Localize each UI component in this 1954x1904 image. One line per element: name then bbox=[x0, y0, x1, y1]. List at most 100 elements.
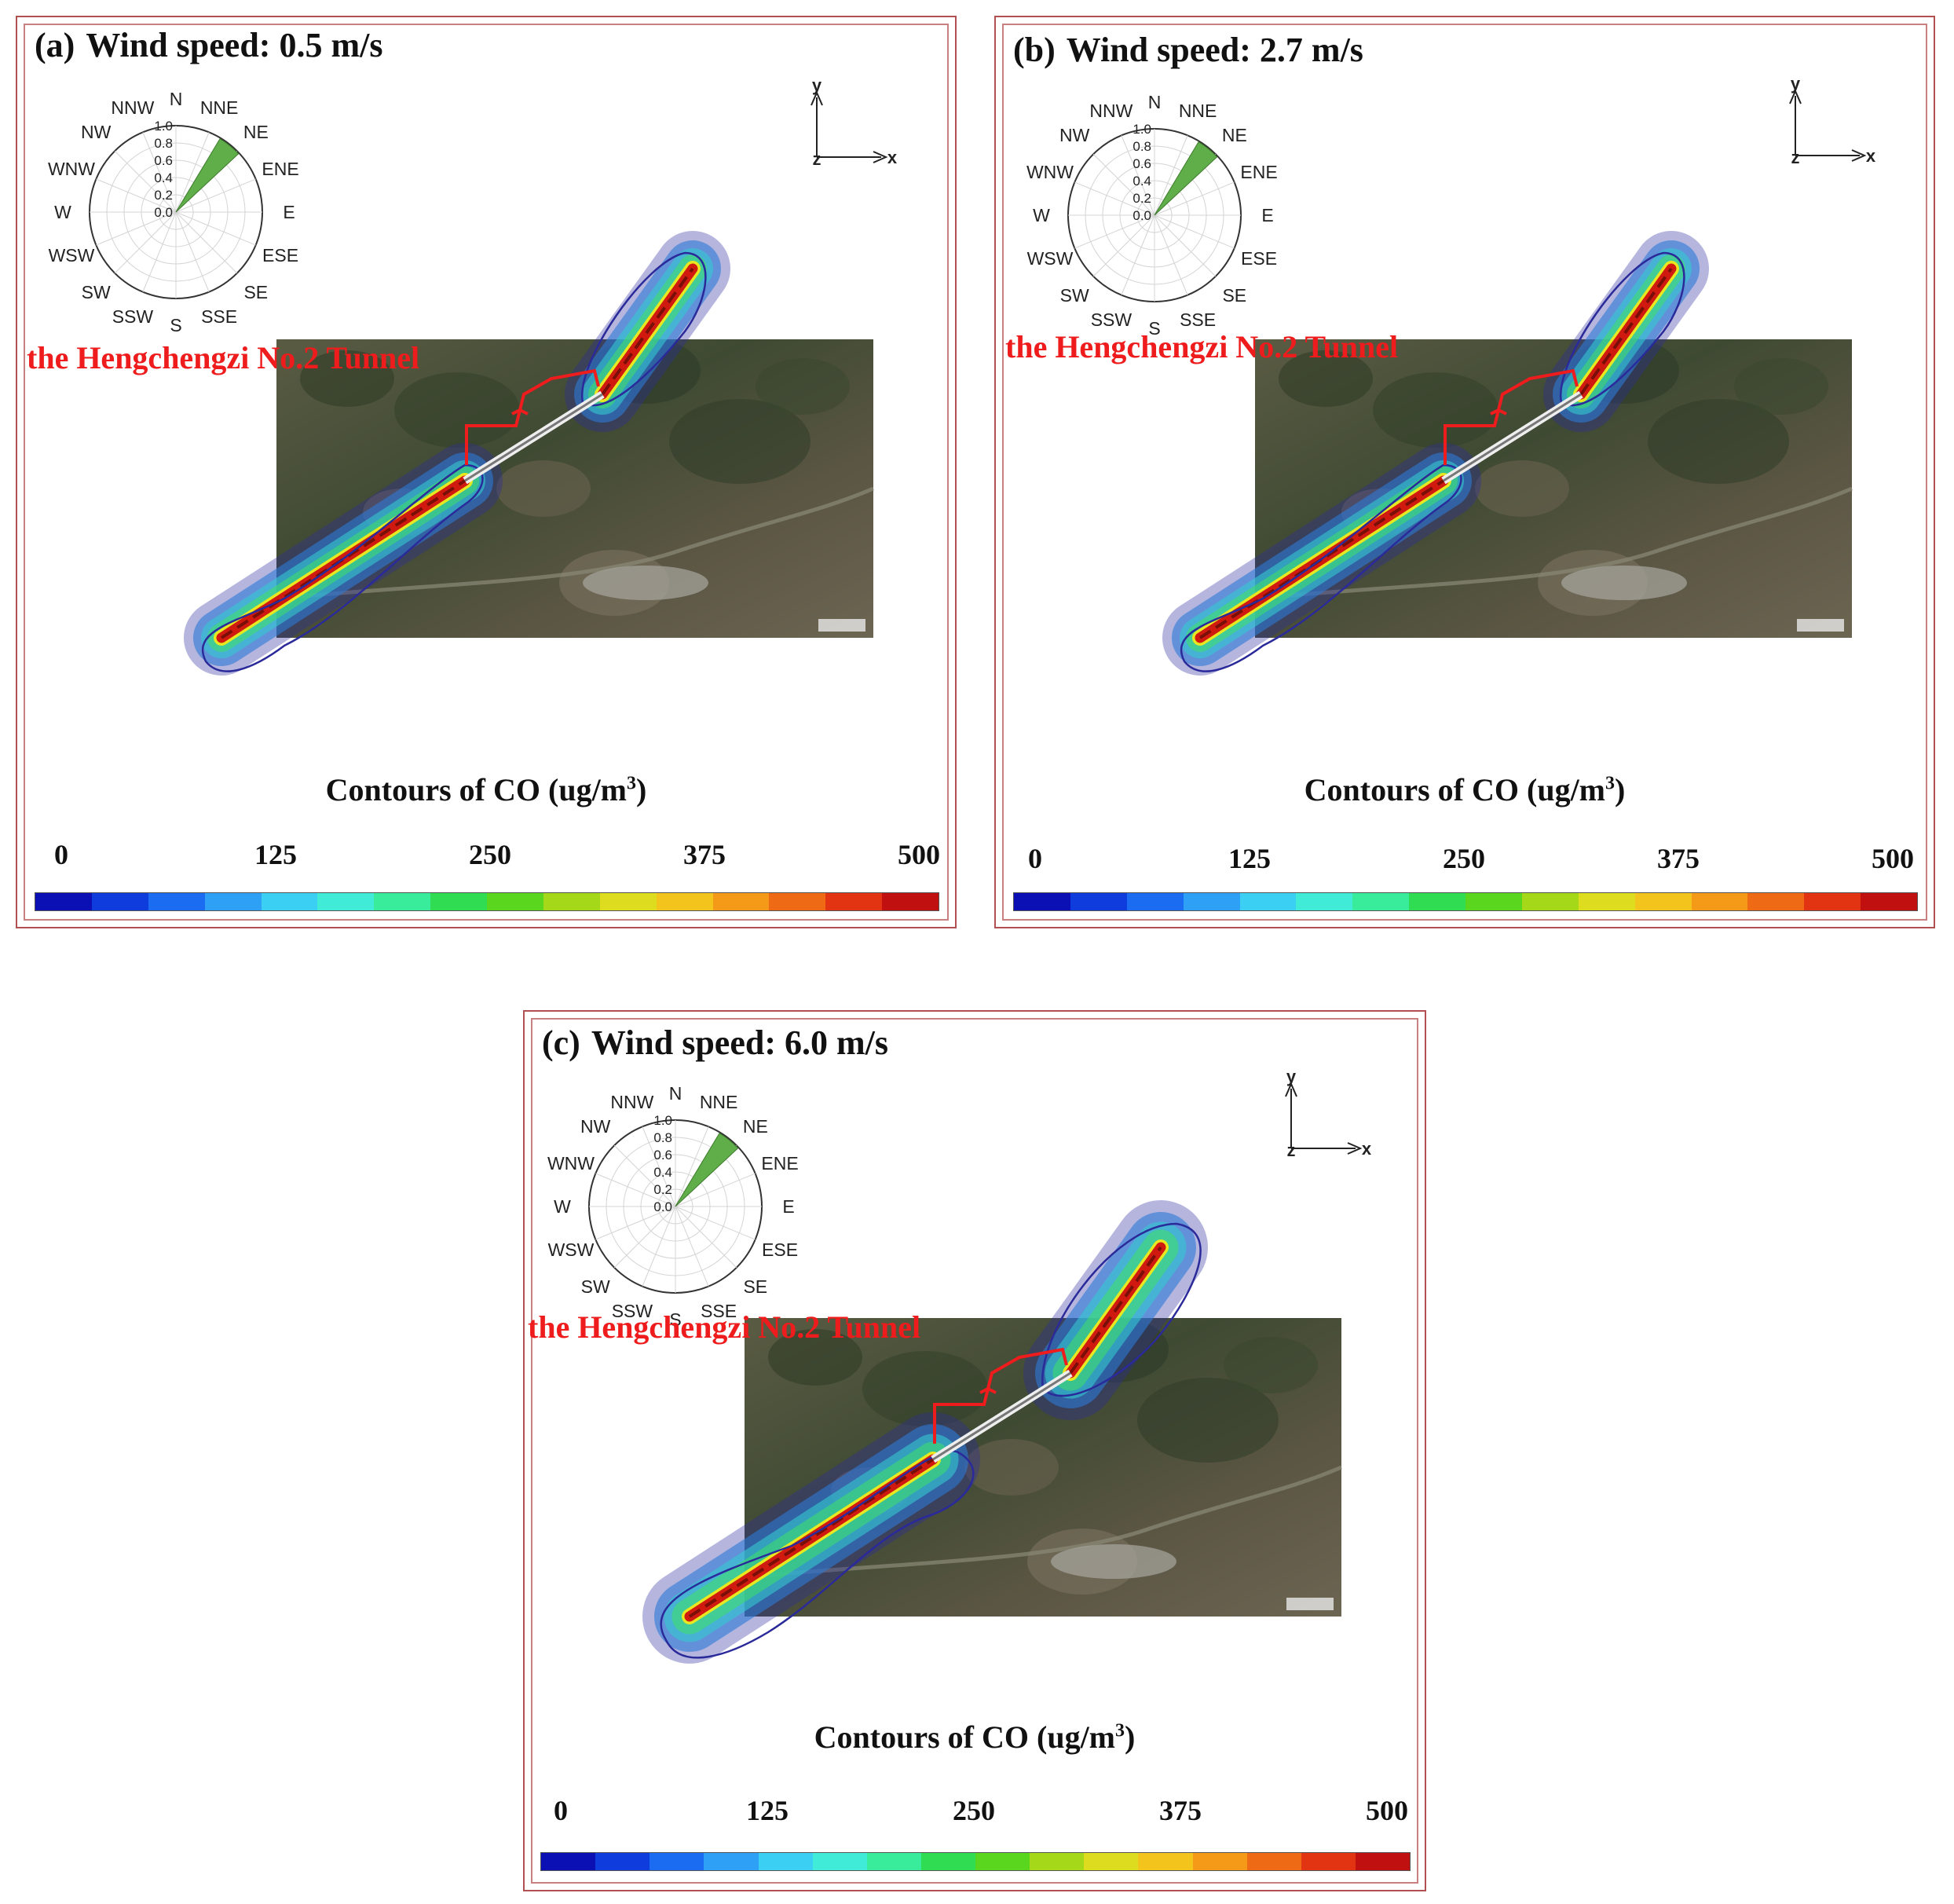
rose-direction-label: W bbox=[1033, 205, 1050, 225]
colorbar-step bbox=[35, 893, 92, 910]
rose-direction-label: W bbox=[54, 202, 71, 222]
colorbar-step bbox=[650, 1853, 704, 1870]
colorbar-step bbox=[975, 1853, 1030, 1870]
colorbar-step bbox=[1634, 893, 1692, 910]
axis-z-label: z bbox=[1287, 1141, 1296, 1160]
colorbar-step bbox=[599, 893, 657, 910]
axis-y-label: y bbox=[812, 75, 822, 95]
axis-triad-icon: y x z bbox=[1789, 74, 1876, 167]
terrain-patch bbox=[964, 1439, 1059, 1496]
panel-title: (c) Wind speed: 6.0 m/s bbox=[542, 1023, 888, 1062]
wind-direction-sector bbox=[1154, 141, 1218, 216]
rose-spoke bbox=[642, 1126, 676, 1207]
colorbar-tick-label: 375 bbox=[1657, 843, 1700, 874]
rose-direction-label: NW bbox=[81, 122, 112, 142]
road-centerline bbox=[1579, 267, 1673, 396]
rose-spoke bbox=[114, 211, 177, 274]
village-area bbox=[1051, 1544, 1176, 1579]
rose-direction-label: ESE bbox=[762, 1239, 798, 1260]
rose-spoke bbox=[675, 1206, 756, 1240]
terrain-patch bbox=[1137, 1378, 1279, 1463]
rose-spoke bbox=[675, 1126, 709, 1207]
colorbar-title: Contours of CO (ug/m3) bbox=[1304, 772, 1626, 807]
colorbar-step bbox=[1747, 893, 1805, 910]
rose-radial-label: 0.4 bbox=[154, 170, 173, 185]
colorbar-tick-label: 125 bbox=[746, 1795, 789, 1826]
colorbar-tick-label: 250 bbox=[1443, 843, 1485, 874]
rose-direction-label: NE bbox=[1222, 125, 1247, 145]
tunnel-bracket-tip bbox=[979, 1387, 997, 1394]
rose-spoke bbox=[1074, 181, 1155, 216]
wind-direction-sector bbox=[675, 1132, 739, 1207]
rose-radial-label: 0.8 bbox=[154, 136, 173, 151]
colorbar bbox=[1013, 892, 1918, 911]
rose-spoke bbox=[1121, 135, 1155, 216]
colorbar-step bbox=[1578, 893, 1635, 910]
colorbar-step bbox=[769, 893, 826, 910]
colorbar-step bbox=[1246, 1853, 1301, 1870]
rose-radial-label: 0.0 bbox=[653, 1199, 672, 1214]
rose-radial-label: 0.2 bbox=[653, 1182, 672, 1197]
terrain-patch bbox=[1279, 350, 1373, 407]
rose-radial-label: 0.6 bbox=[1133, 156, 1151, 171]
rose-spoke bbox=[1154, 214, 1188, 295]
road-centerline bbox=[1198, 479, 1445, 639]
rose-direction-label: E bbox=[782, 1196, 794, 1217]
rose-spoke bbox=[175, 178, 256, 213]
colorbar-step bbox=[812, 1853, 867, 1870]
rose-direction-label: SSW bbox=[1091, 309, 1133, 330]
rose-spoke bbox=[1154, 214, 1217, 277]
axis-z-label: z bbox=[813, 149, 821, 169]
road-centerline bbox=[1069, 1246, 1162, 1375]
tunnel-line-core bbox=[1443, 393, 1582, 482]
rose-spoke bbox=[595, 1173, 676, 1207]
colorbar-title: Contours of CO (ug/m3) bbox=[814, 1719, 1136, 1755]
tunnel-label: the Hengchengzi No.2 Tunnel bbox=[1005, 329, 1399, 364]
contour-outline bbox=[1180, 463, 1462, 672]
colorbar-tick-label: 250 bbox=[469, 839, 511, 870]
panel-a: (a) Wind speed: 0.5 m/s N NNE NE ENE E ESE SE SS… bbox=[16, 16, 957, 928]
rose-radial-label: 0.0 bbox=[154, 205, 173, 220]
colorbar-step bbox=[758, 1853, 813, 1870]
tunnel-line-core bbox=[932, 1371, 1071, 1461]
terrain-patch bbox=[496, 460, 591, 517]
rose-direction-label: E bbox=[1261, 205, 1273, 225]
rose-direction-label: E bbox=[283, 202, 295, 222]
colorbar-step bbox=[541, 1853, 596, 1870]
axis-y-label: y bbox=[1791, 74, 1801, 93]
rose-spoke bbox=[175, 211, 210, 292]
rose-direction-label: NNE bbox=[700, 1092, 738, 1112]
rose-spoke bbox=[175, 211, 238, 274]
rose-radial-label: 0.4 bbox=[1133, 174, 1151, 189]
colorbar-step bbox=[1239, 893, 1297, 910]
rose-direction-label: NE bbox=[743, 1116, 768, 1137]
colorbar-step bbox=[1301, 1853, 1356, 1870]
colorbar-tick-label: 0 bbox=[554, 1795, 568, 1826]
contour-outline bbox=[660, 1449, 975, 1659]
rose-spoke bbox=[675, 1173, 756, 1207]
axis-y-label: y bbox=[1286, 1067, 1297, 1086]
colorbar-step bbox=[866, 1853, 921, 1870]
rose-direction-label: SSW bbox=[612, 1301, 653, 1321]
road-line bbox=[1254, 486, 1853, 601]
colorbar-step bbox=[543, 893, 600, 910]
rose-direction-label: SE bbox=[743, 1276, 767, 1297]
terrain-patch bbox=[300, 350, 394, 407]
rose-radial-label: 0.6 bbox=[653, 1148, 672, 1163]
colorbar-tick-label: 125 bbox=[254, 839, 297, 870]
rose-direction-label: S bbox=[170, 315, 181, 335]
road-centerline bbox=[688, 1458, 935, 1618]
terrain-patch bbox=[756, 358, 850, 415]
colorbar bbox=[540, 1852, 1411, 1871]
contour-outline bbox=[1041, 1222, 1202, 1397]
contour-outline bbox=[201, 463, 484, 672]
road-line bbox=[276, 486, 874, 601]
colorbar-tick-label: 375 bbox=[1159, 1795, 1202, 1826]
rose-direction-label: NW bbox=[580, 1116, 611, 1137]
rose-spoke bbox=[595, 1206, 676, 1240]
contour-outline bbox=[580, 251, 707, 407]
colorbar-step bbox=[1030, 1853, 1085, 1870]
tunnel-bracket bbox=[465, 368, 600, 465]
